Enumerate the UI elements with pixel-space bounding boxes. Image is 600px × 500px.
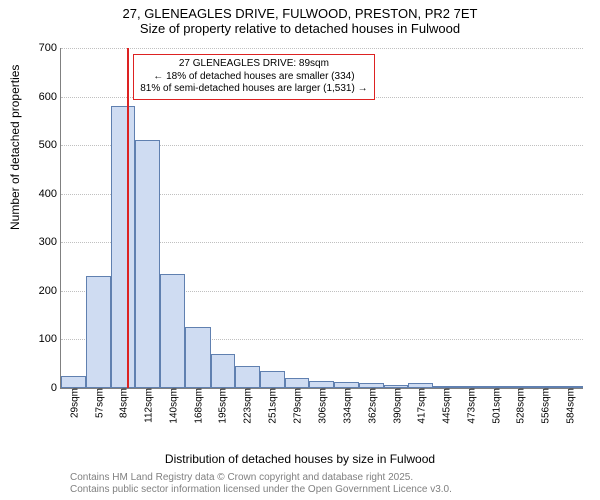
gridline: [61, 48, 583, 49]
x-tick-label: 140sqm: [166, 388, 179, 424]
x-tick-label: 195sqm: [216, 388, 229, 424]
x-tick-label: 556sqm: [539, 388, 552, 424]
y-axis-label: Number of detached properties: [8, 65, 22, 230]
x-tick-label: 473sqm: [465, 388, 478, 424]
histogram-bar: [160, 274, 185, 388]
x-tick-label: 528sqm: [514, 388, 527, 424]
x-tick-label: 306sqm: [315, 388, 328, 424]
footer-line1: Contains HM Land Registry data © Crown c…: [70, 472, 452, 484]
x-tick-label: 251sqm: [266, 388, 279, 424]
y-tick-label: 600: [27, 91, 61, 103]
x-tick-label: 57sqm: [92, 388, 105, 418]
x-tick-label: 223sqm: [241, 388, 254, 424]
x-tick-label: 84sqm: [116, 388, 129, 418]
histogram-bar: [211, 354, 235, 388]
y-tick-label: 500: [27, 139, 61, 151]
chart-container: 27, GLENEAGLES DRIVE, FULWOOD, PRESTON, …: [0, 0, 600, 500]
x-tick-label: 334sqm: [340, 388, 353, 424]
x-tick-label: 445sqm: [440, 388, 453, 424]
histogram-bar: [285, 378, 309, 388]
x-tick-label: 390sqm: [390, 388, 403, 424]
histogram-bar: [86, 276, 111, 388]
x-tick-label: 362sqm: [365, 388, 378, 424]
histogram-bar: [185, 327, 210, 388]
marker-line: [127, 48, 129, 388]
histogram-bar: [260, 371, 285, 388]
annotation-line3: 81% of semi-detached houses are larger (…: [140, 83, 367, 96]
annotation-line2: ← 18% of detached houses are smaller (33…: [140, 71, 367, 84]
x-tick-label: 29sqm: [67, 388, 80, 418]
histogram-bar: [111, 106, 135, 388]
footer-attribution: Contains HM Land Registry data © Crown c…: [70, 472, 452, 496]
title-line1: 27, GLENEAGLES DRIVE, FULWOOD, PRESTON, …: [0, 6, 600, 21]
y-tick-label: 300: [27, 236, 61, 248]
y-tick-label: 0: [27, 382, 61, 394]
y-tick-label: 700: [27, 42, 61, 54]
annotation-line1: 27 GLENEAGLES DRIVE: 89sqm: [140, 58, 367, 71]
x-tick-label: 112sqm: [141, 388, 154, 423]
annotation-box: 27 GLENEAGLES DRIVE: 89sqm ← 18% of deta…: [133, 54, 374, 100]
title-line2: Size of property relative to detached ho…: [0, 21, 600, 36]
x-tick-label: 279sqm: [291, 388, 304, 424]
histogram-bar: [135, 140, 160, 388]
x-tick-label: 584sqm: [564, 388, 577, 424]
y-tick-label: 400: [27, 188, 61, 200]
plot-area: 010020030040050060070029sqm57sqm84sqm112…: [60, 48, 583, 389]
histogram-bar: [235, 366, 260, 388]
title-block: 27, GLENEAGLES DRIVE, FULWOOD, PRESTON, …: [0, 0, 600, 36]
x-axis-label: Distribution of detached houses by size …: [0, 452, 600, 466]
y-tick-label: 100: [27, 333, 61, 345]
x-tick-label: 417sqm: [414, 388, 427, 424]
x-tick-label: 501sqm: [490, 388, 503, 424]
y-tick-label: 200: [27, 285, 61, 297]
histogram-bar: [61, 376, 86, 388]
histogram-bar: [309, 381, 334, 388]
x-tick-label: 168sqm: [191, 388, 204, 424]
footer-line2: Contains public sector information licen…: [70, 484, 452, 496]
